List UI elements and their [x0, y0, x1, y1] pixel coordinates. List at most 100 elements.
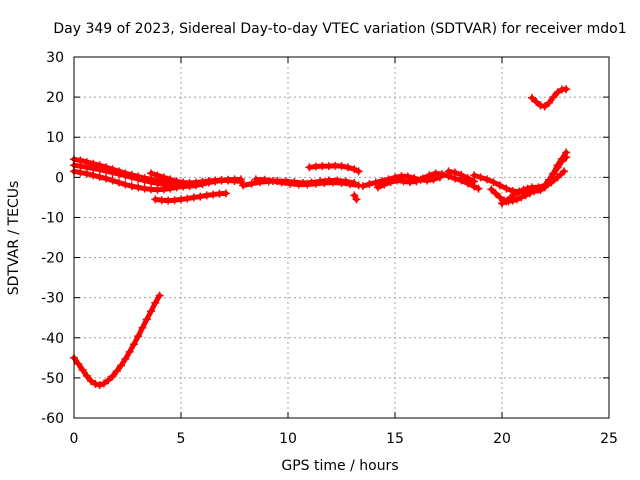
- y-tick-label: 10: [46, 130, 64, 146]
- plot-frame: [73, 56, 610, 419]
- data-point: [393, 176, 402, 185]
- data-point: [365, 180, 374, 189]
- data-point: [536, 186, 545, 195]
- data-point: [476, 173, 485, 182]
- x-axis-label: GPS time / hours: [281, 458, 398, 474]
- data-point: [532, 97, 541, 106]
- data-point: [121, 171, 130, 180]
- data-point: [373, 183, 382, 192]
- data-point: [425, 171, 434, 180]
- data-point: [495, 181, 504, 190]
- data-point: [470, 171, 479, 180]
- data-point: [549, 93, 558, 102]
- y-tick-label: 0: [55, 170, 64, 186]
- series-arc-9: [305, 161, 363, 176]
- data-point: [557, 154, 566, 163]
- data-point: [170, 196, 179, 205]
- data-point: [127, 173, 136, 182]
- data-point: [191, 178, 200, 187]
- grid-lines: [74, 57, 609, 418]
- data-point: [82, 371, 91, 380]
- data-point: [260, 175, 269, 184]
- data-point: [108, 372, 117, 381]
- data-point: [89, 164, 98, 173]
- data-point: [108, 176, 117, 185]
- data-point: [553, 161, 562, 170]
- data-point: [117, 361, 126, 370]
- data-point: [189, 193, 198, 202]
- data-point: [483, 175, 492, 184]
- data-point: [89, 171, 98, 180]
- data-point: [525, 189, 534, 198]
- y-axis-label: SDTVAR / TECUs: [6, 181, 22, 296]
- data-point: [114, 178, 123, 187]
- data-point: [183, 194, 192, 203]
- data-point: [294, 180, 303, 189]
- data-point: [95, 381, 104, 390]
- data-point: [498, 199, 506, 208]
- data-point: [562, 85, 571, 94]
- data-point: [438, 170, 447, 179]
- data-point: [495, 193, 504, 202]
- data-point: [346, 180, 355, 189]
- data-point: [491, 189, 500, 198]
- data-point: [159, 173, 168, 182]
- data-point: [463, 174, 472, 183]
- series-arc-13: [444, 167, 479, 186]
- data-point: [166, 175, 175, 184]
- data-point: [121, 355, 130, 364]
- data-point: [523, 184, 532, 193]
- data-point: [517, 193, 526, 202]
- data-point: [560, 167, 569, 176]
- data-point: [142, 315, 151, 324]
- data-point: [269, 176, 278, 185]
- data-point: [78, 365, 87, 374]
- data-point: [134, 183, 143, 192]
- y-tick-label: -50: [41, 371, 64, 387]
- chart-title: Day 349 of 2023, Sidereal Day-to-day VTE…: [53, 21, 626, 37]
- data-point: [114, 170, 123, 179]
- data-point: [236, 177, 245, 186]
- data-point: [251, 175, 260, 184]
- data-point: [127, 182, 136, 191]
- data-point: [450, 168, 459, 177]
- data-point: [429, 175, 438, 184]
- data-point: [350, 165, 359, 174]
- series-arc-10: [350, 191, 361, 204]
- data-point: [221, 189, 230, 198]
- data-point: [352, 195, 361, 204]
- data-point: [515, 187, 524, 196]
- data-point: [444, 167, 453, 176]
- data-point: [540, 102, 549, 111]
- data-point: [502, 197, 511, 206]
- data-point: [140, 176, 149, 185]
- data-point: [247, 179, 256, 188]
- data-point: [198, 177, 207, 186]
- data-point: [303, 180, 312, 189]
- data-point: [399, 177, 408, 186]
- data-point: [386, 178, 395, 187]
- data-point: [159, 185, 168, 194]
- series-arc-5: [147, 169, 245, 187]
- data-point: [457, 170, 466, 179]
- y-tick-label: -40: [41, 331, 64, 347]
- data-point: [153, 171, 162, 180]
- data-point: [140, 184, 149, 193]
- data-point: [305, 163, 314, 172]
- data-point: [104, 376, 113, 385]
- data-point: [519, 185, 528, 194]
- data-point: [521, 191, 530, 200]
- y-tick-label: -20: [41, 251, 64, 267]
- data-point: [82, 169, 91, 178]
- data-point: [540, 183, 549, 192]
- data-point: [147, 169, 156, 178]
- data-point: [112, 367, 121, 376]
- data-point: [151, 195, 160, 204]
- data-point: [121, 180, 130, 189]
- series-arc-18: [527, 85, 571, 111]
- series-arc-8: [251, 175, 363, 190]
- data-point: [151, 298, 160, 307]
- x-tick-label: 0: [70, 431, 79, 447]
- data-point: [76, 168, 85, 177]
